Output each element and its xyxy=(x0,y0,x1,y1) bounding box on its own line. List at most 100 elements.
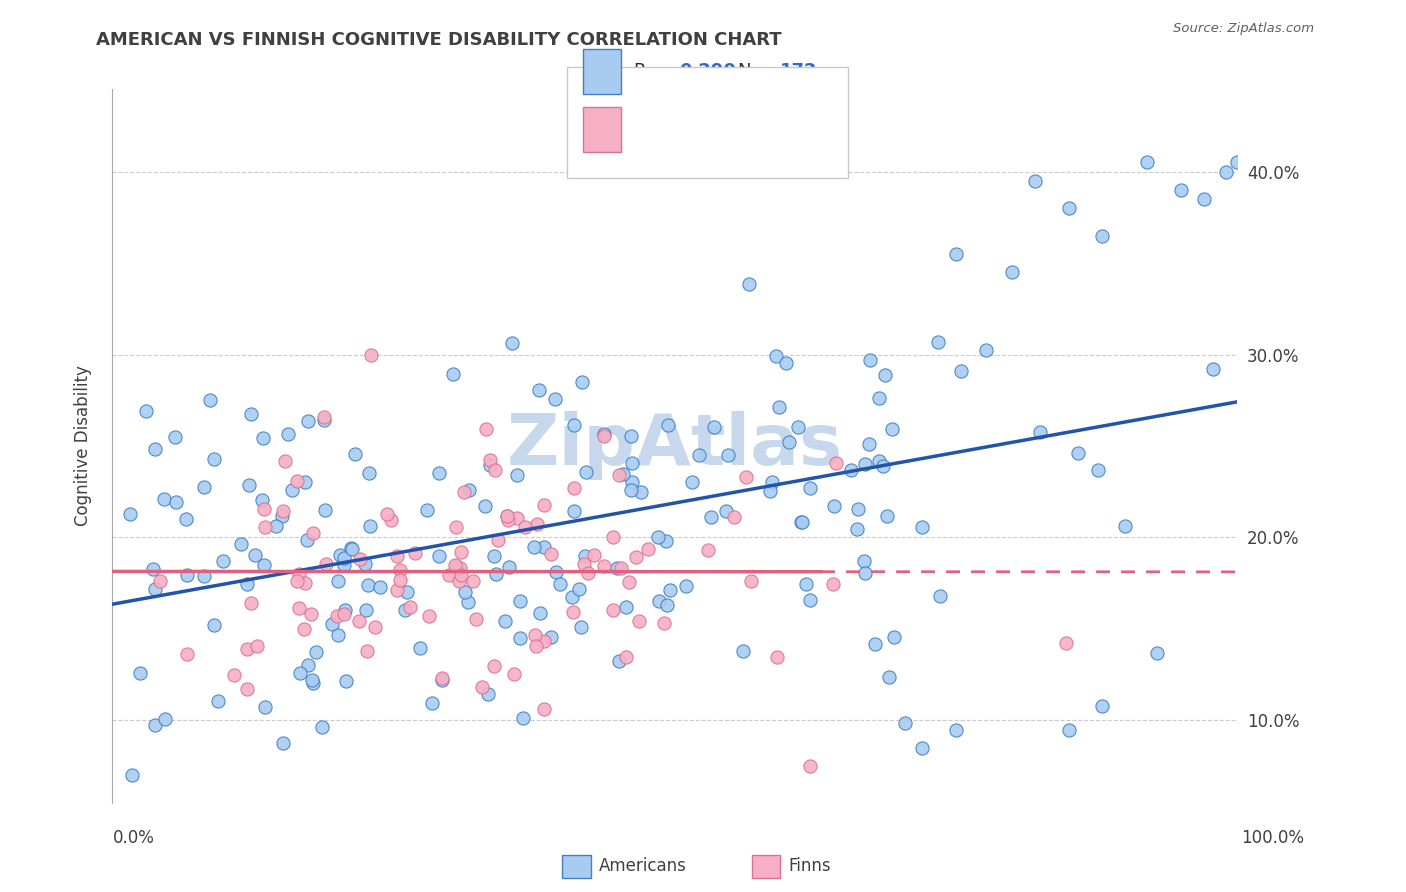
Point xyxy=(761,475,783,490)
Point xyxy=(389,563,412,577)
Point xyxy=(512,711,534,725)
Point xyxy=(485,566,508,581)
Point xyxy=(759,483,782,498)
Point xyxy=(253,502,276,516)
Point xyxy=(620,483,643,497)
Point xyxy=(655,534,678,549)
Point xyxy=(533,540,555,554)
Point xyxy=(974,343,997,357)
Point xyxy=(738,277,761,292)
Point xyxy=(658,582,681,597)
Point xyxy=(458,483,481,497)
Point xyxy=(264,519,287,533)
Point xyxy=(688,449,710,463)
Point xyxy=(621,456,644,470)
Point xyxy=(118,507,141,521)
Point xyxy=(655,598,678,612)
Point xyxy=(894,715,917,730)
Text: 100.0%: 100.0% xyxy=(1241,829,1303,847)
Point xyxy=(872,458,894,473)
Point xyxy=(778,434,800,449)
Point xyxy=(501,336,523,351)
Point xyxy=(495,508,517,523)
Point xyxy=(271,503,294,517)
Point xyxy=(302,526,325,541)
Point xyxy=(562,503,585,517)
Point xyxy=(315,558,337,572)
Point xyxy=(883,630,905,644)
Point xyxy=(1091,228,1114,243)
Point xyxy=(311,720,333,734)
Point xyxy=(1136,155,1159,169)
Point xyxy=(593,429,616,443)
Point xyxy=(929,590,952,604)
Point xyxy=(846,522,869,536)
Point xyxy=(121,768,143,782)
Point xyxy=(647,594,669,608)
Point xyxy=(176,647,198,661)
Point xyxy=(765,650,787,665)
Point xyxy=(145,582,167,597)
Point xyxy=(792,516,814,530)
Point xyxy=(482,658,505,673)
Point xyxy=(823,499,845,513)
Point xyxy=(404,547,426,561)
Point xyxy=(339,541,361,555)
Point xyxy=(394,603,416,617)
Point xyxy=(486,533,509,547)
Point xyxy=(569,620,592,634)
Point xyxy=(765,350,787,364)
Point xyxy=(444,558,467,573)
Point xyxy=(288,567,311,582)
Point xyxy=(602,603,624,617)
Point xyxy=(868,454,890,468)
Point xyxy=(335,674,357,689)
Text: N =: N = xyxy=(738,62,778,80)
Point xyxy=(329,548,352,562)
Point xyxy=(465,612,488,626)
Point xyxy=(859,353,882,368)
Point xyxy=(593,558,616,573)
Point xyxy=(430,673,453,687)
Point xyxy=(675,579,697,593)
Point xyxy=(211,553,233,567)
Point xyxy=(498,559,520,574)
Point xyxy=(561,591,583,605)
Point xyxy=(174,511,197,525)
Point xyxy=(637,541,659,556)
Point xyxy=(461,574,484,589)
Point xyxy=(614,600,637,615)
Point xyxy=(224,668,246,682)
Point xyxy=(200,393,222,408)
Point xyxy=(657,417,679,432)
Point xyxy=(626,549,648,564)
Point xyxy=(155,712,177,726)
Point xyxy=(149,574,172,588)
Point xyxy=(574,465,596,479)
Point xyxy=(297,533,319,547)
Point xyxy=(602,530,624,544)
Point xyxy=(574,549,596,563)
Point xyxy=(880,422,903,436)
Point xyxy=(1054,636,1077,650)
Text: Finns: Finns xyxy=(789,857,831,875)
Point xyxy=(1024,174,1046,188)
Point xyxy=(326,574,349,588)
Point xyxy=(841,463,863,477)
Point xyxy=(333,558,356,572)
Point xyxy=(949,364,972,378)
Point xyxy=(297,414,319,428)
Point xyxy=(945,247,967,261)
Point xyxy=(229,537,252,551)
Point xyxy=(540,547,562,561)
Point xyxy=(509,594,531,608)
Point xyxy=(340,541,363,556)
Point xyxy=(526,517,548,532)
Point xyxy=(446,559,468,574)
Point xyxy=(250,493,273,508)
Point xyxy=(873,368,896,382)
Point xyxy=(533,701,555,715)
Point xyxy=(868,391,890,405)
Point xyxy=(775,356,797,370)
Point xyxy=(333,551,356,566)
